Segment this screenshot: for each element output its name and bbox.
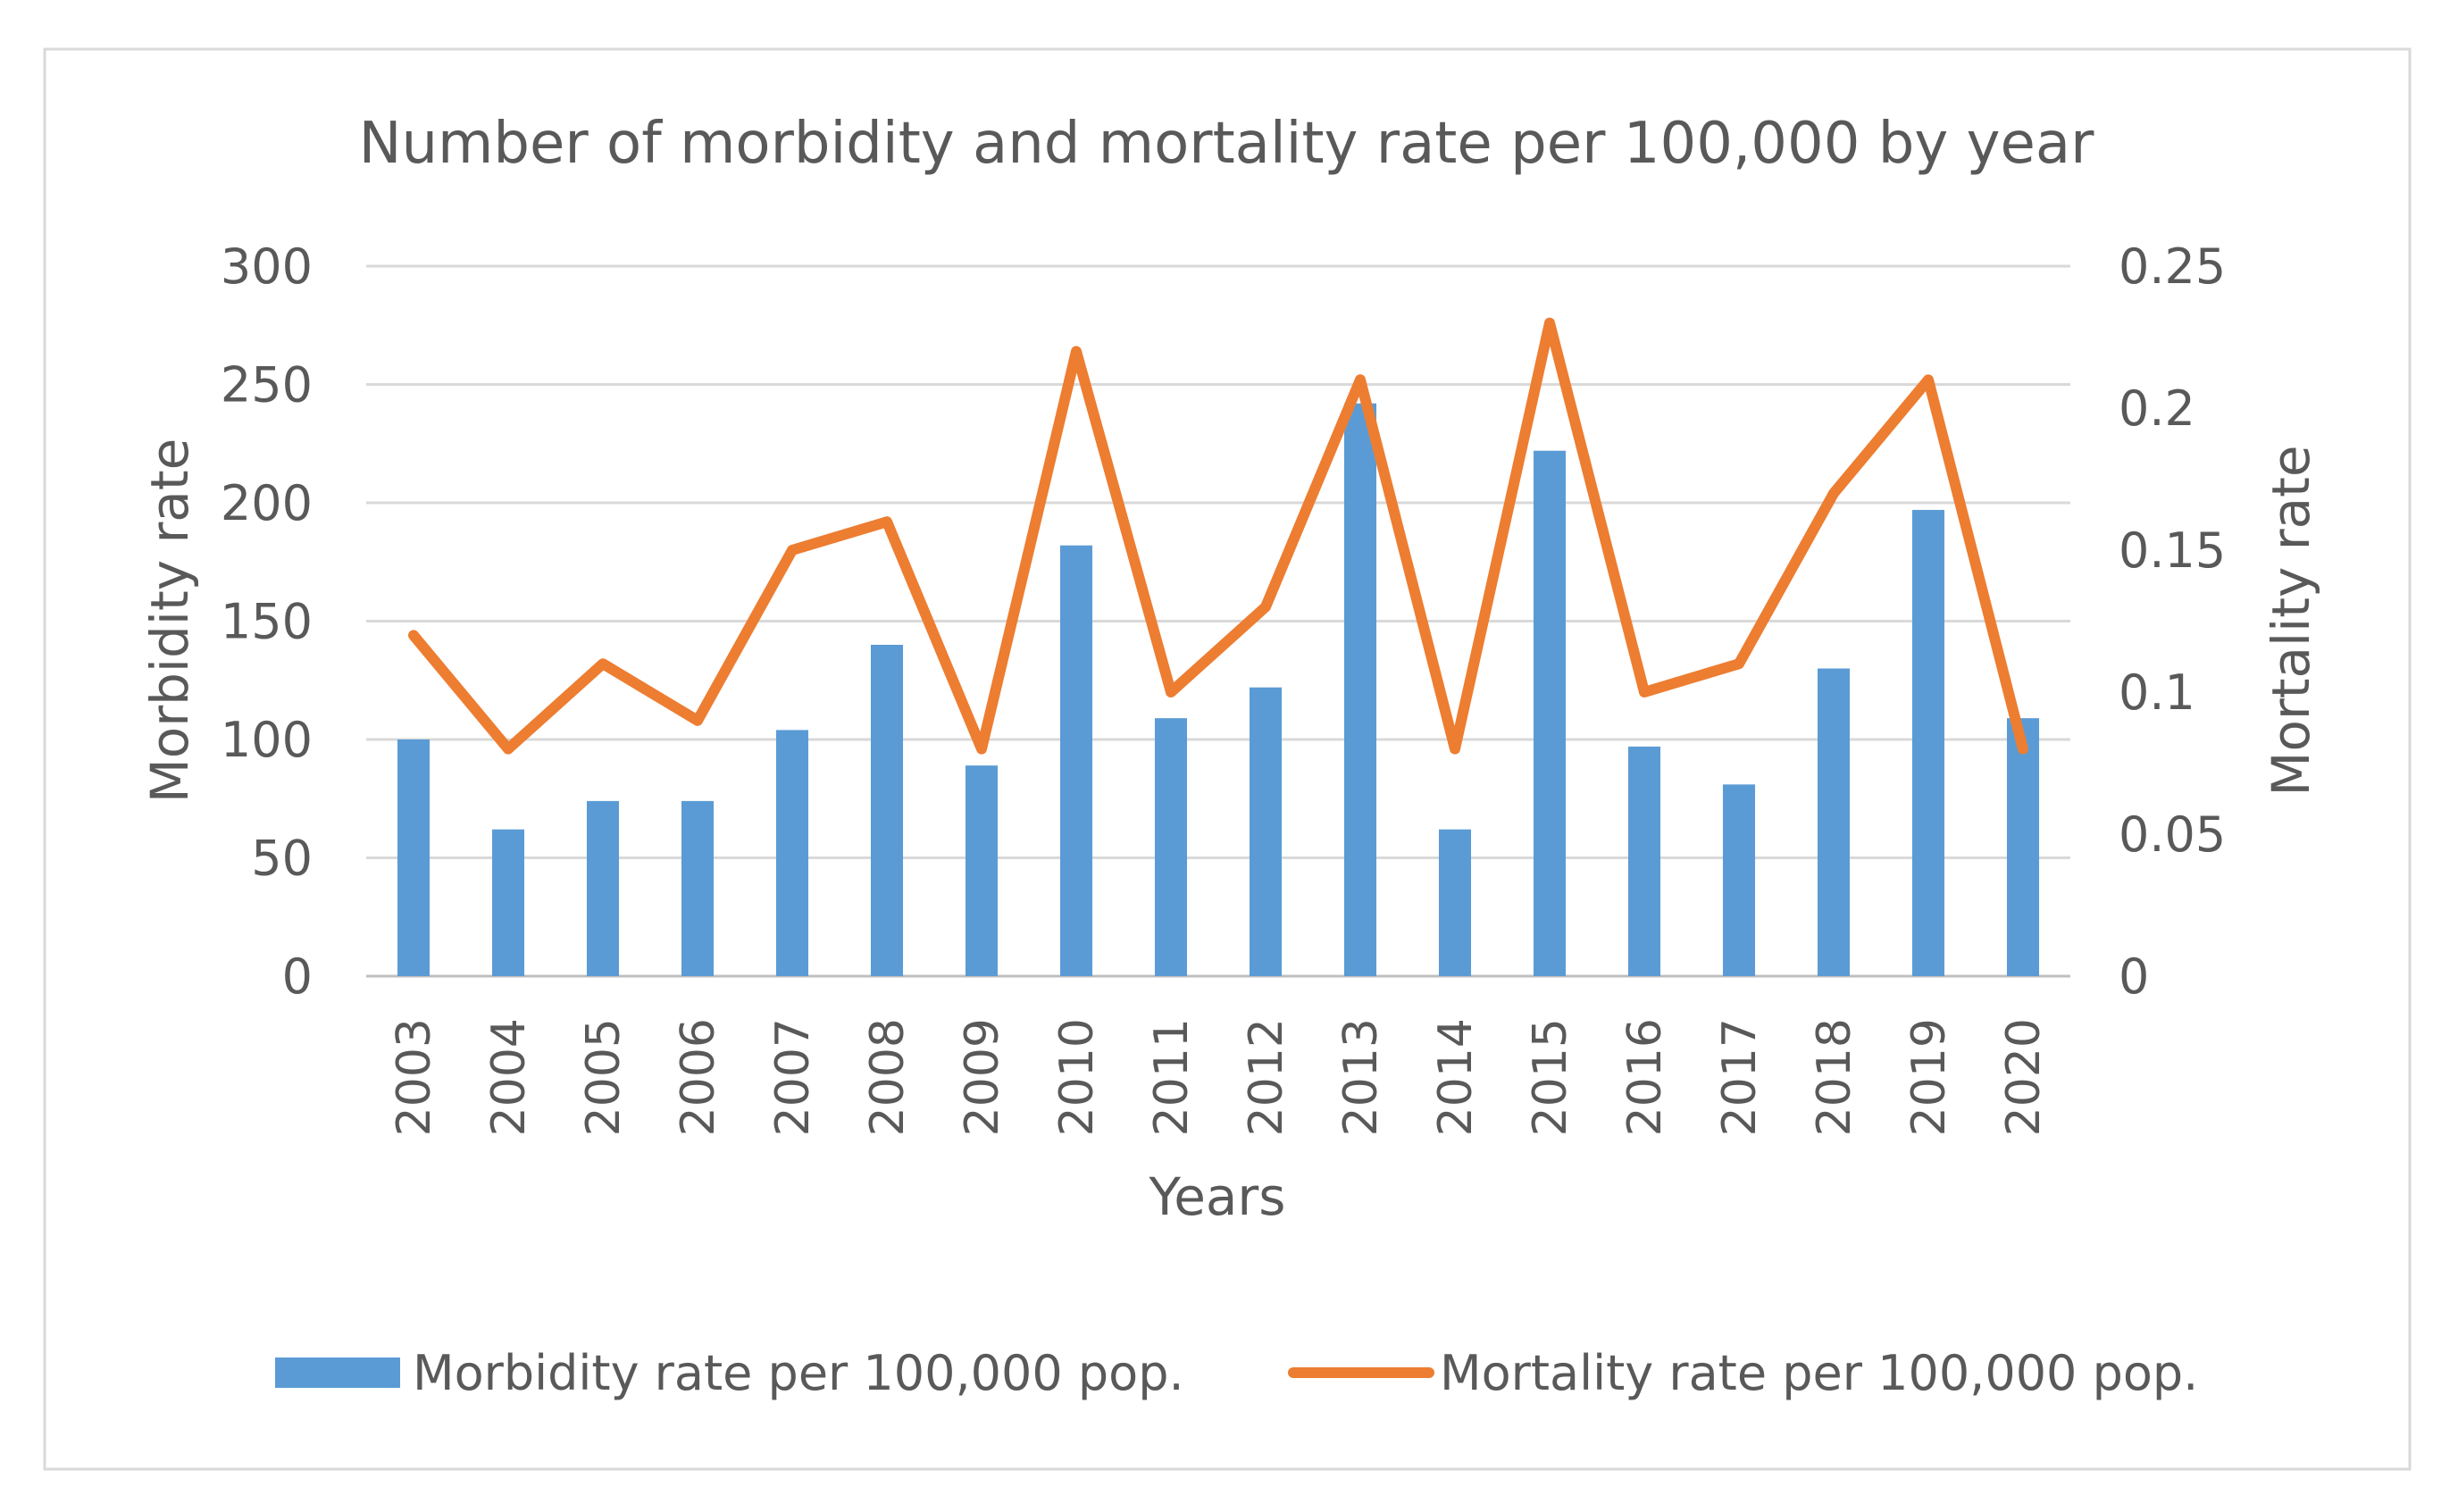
x-tick-label: 2003 xyxy=(388,1018,441,1136)
bar-2006 xyxy=(681,800,715,976)
chart-title: Number of morbidity and mortality rate p… xyxy=(359,111,2094,177)
y-right-tick-label: 0.1 xyxy=(2119,664,2195,721)
y-left-tick-label: 150 xyxy=(221,594,313,650)
x-tick-label: 2019 xyxy=(1902,1018,1956,1136)
bar-2018 xyxy=(1817,668,1851,976)
line-point-2003 xyxy=(413,634,414,637)
x-axis-ticks: 2003 2004 2005 2006 2007 2008 2009 2010 2011 2012… xyxy=(388,1018,2051,1136)
left-axis-ticks: 0 50 100 150 200 250 300 xyxy=(221,238,313,1005)
x-tick-label: 2020 xyxy=(1997,1018,2051,1136)
legend-label-mortality: Mortality rate per 100,000 pop. xyxy=(1440,1345,2198,1401)
line-point-2014 xyxy=(1454,748,1456,750)
line-point-2011 xyxy=(1170,691,1172,693)
bar-2004 xyxy=(491,829,525,976)
bar-2008 xyxy=(870,645,904,976)
line-point-2010 xyxy=(1075,350,1077,353)
mortality-line xyxy=(408,317,2028,755)
right-axis-ticks: 0 0.05 0.1 0.15 0.2 0.25 xyxy=(2119,238,2226,1005)
line-point-2018 xyxy=(1833,492,1835,495)
x-axis-label: Years xyxy=(1148,1166,1285,1227)
legend-label-morbidity: Morbidity rate per 100,000 pop. xyxy=(413,1345,1184,1401)
y-left-tick-label: 50 xyxy=(251,831,313,887)
x-tick-label: 2008 xyxy=(861,1018,915,1136)
bar-2010 xyxy=(1059,545,1093,976)
y-left-tick-label: 300 xyxy=(221,238,313,295)
x-tick-label: 2006 xyxy=(672,1018,725,1136)
line-point-2015 xyxy=(1549,322,1551,324)
bar-2007 xyxy=(775,730,809,976)
legend-swatch-morbidity xyxy=(275,1357,400,1388)
x-tick-label: 2011 xyxy=(1145,1018,1199,1136)
bar-2009 xyxy=(965,765,999,976)
x-tick-label: 2013 xyxy=(1334,1018,1388,1136)
y-left-tick-label: 100 xyxy=(221,712,313,768)
x-tick-label: 2015 xyxy=(1524,1018,1577,1136)
bar-2019 xyxy=(1911,509,1945,976)
y-axis-right-label: Mortality rate xyxy=(2261,445,2321,796)
bar-series xyxy=(397,403,2040,976)
bar-2020 xyxy=(2006,718,2040,976)
bar-2014 xyxy=(1438,829,1472,976)
line-point-2017 xyxy=(1738,663,1740,665)
y-right-tick-label: 0.2 xyxy=(2119,380,2195,437)
x-tick-label: 2017 xyxy=(1713,1018,1767,1136)
line-series xyxy=(408,317,2028,755)
y-left-tick-label: 0 xyxy=(282,948,313,1005)
x-tick-label: 2012 xyxy=(1240,1018,1293,1136)
line-point-2019 xyxy=(1927,379,1929,381)
x-tick-label: 2009 xyxy=(956,1018,1009,1136)
x-tick-label: 2018 xyxy=(1808,1018,1861,1136)
line-point-2020 xyxy=(2022,748,2024,750)
x-tick-label: 2004 xyxy=(482,1018,536,1136)
y-left-tick-label: 250 xyxy=(221,357,313,414)
bar-2017 xyxy=(1722,784,1756,976)
bar-2011 xyxy=(1154,718,1188,976)
line-point-2013 xyxy=(1359,379,1361,381)
y-axis-left-label: Morbidity rate xyxy=(139,439,200,804)
line-point-2005 xyxy=(602,663,604,665)
x-tick-label: 2016 xyxy=(1618,1018,1672,1136)
line-point-2009 xyxy=(981,748,982,750)
bar-2015 xyxy=(1533,450,1567,976)
gridlines xyxy=(366,264,2070,978)
legend: Morbidity rate per 100,000 pop. Mortalit… xyxy=(275,1345,2198,1401)
bar-2005 xyxy=(586,800,620,976)
x-tick-label: 2005 xyxy=(577,1018,631,1136)
x-tick-label: 2014 xyxy=(1429,1018,1483,1136)
line-point-2007 xyxy=(791,549,793,551)
y-left-tick-label: 200 xyxy=(221,475,313,531)
bar-2003 xyxy=(397,739,431,976)
line-point-2016 xyxy=(1643,691,1645,693)
y-right-tick-label: 0.25 xyxy=(2119,238,2226,295)
line-point-2006 xyxy=(697,719,698,722)
line-point-2012 xyxy=(1265,606,1266,608)
y-right-tick-label: 0.05 xyxy=(2119,806,2226,863)
bar-2012 xyxy=(1249,687,1283,976)
bar-2016 xyxy=(1627,746,1661,976)
y-right-tick-label: 0 xyxy=(2119,948,2149,1005)
line-point-2004 xyxy=(507,748,509,750)
x-tick-label: 2007 xyxy=(766,1018,820,1136)
line-point-2008 xyxy=(886,521,888,523)
y-right-tick-label: 0.15 xyxy=(2119,522,2226,579)
x-tick-label: 2010 xyxy=(1050,1018,1104,1136)
bar-2013 xyxy=(1343,403,1377,976)
